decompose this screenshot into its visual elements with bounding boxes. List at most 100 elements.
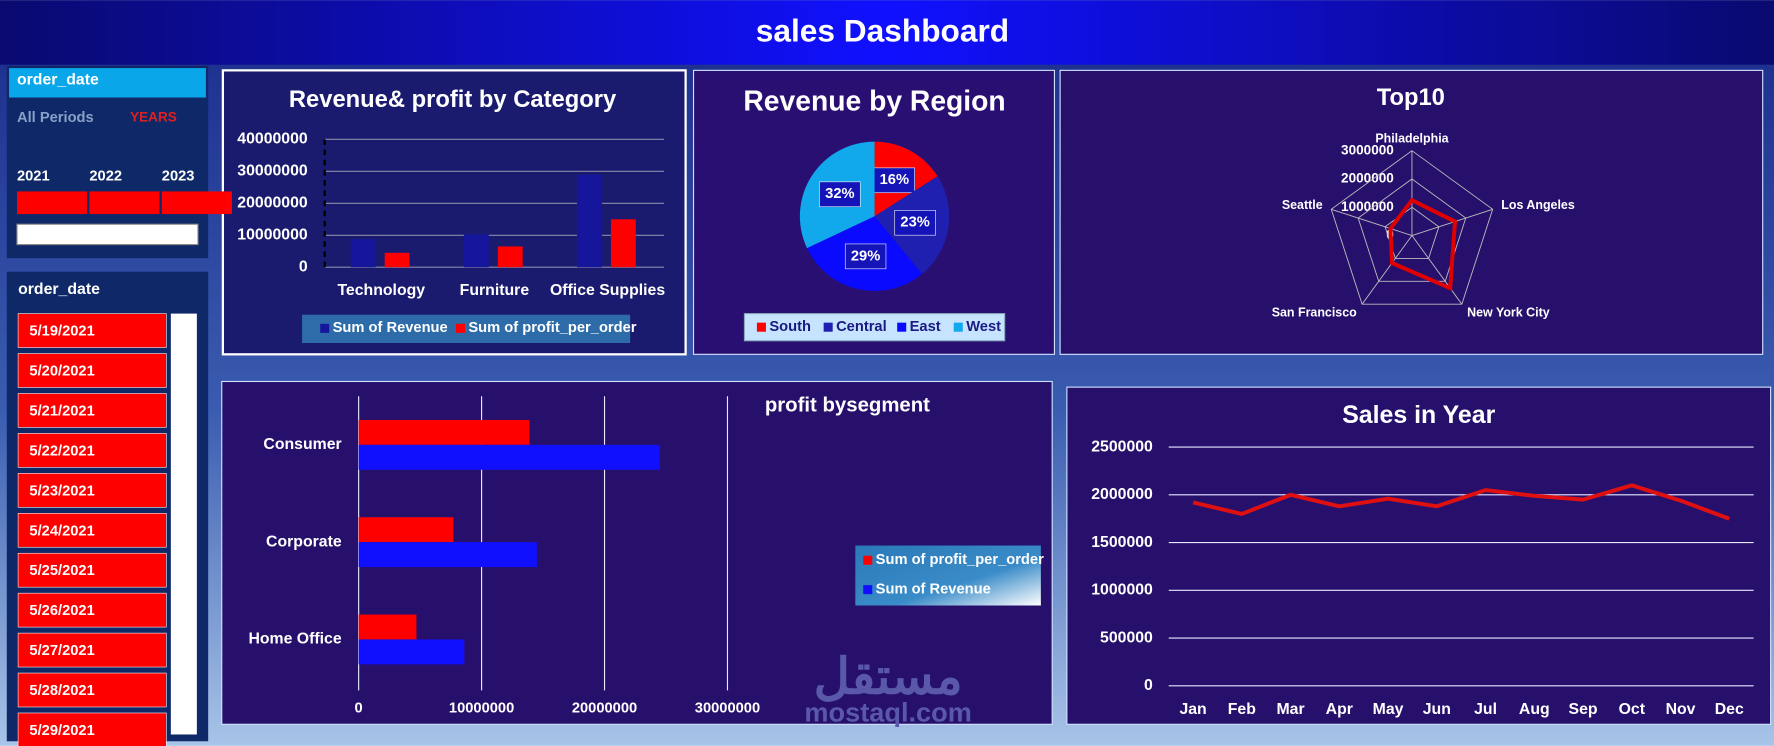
slicer-year: 2022 <box>89 169 122 185</box>
date-item[interactable] <box>17 473 167 508</box>
radar-line <box>1388 197 1458 292</box>
spoke <box>1361 235 1413 305</box>
bar <box>358 517 454 543</box>
line <box>1192 483 1730 521</box>
year-bar[interactable] <box>89 191 160 215</box>
category-label: Los Angeles <box>1501 198 1575 212</box>
r-tick-label: 2000000 <box>1341 171 1394 186</box>
x-tick-label: Dec <box>1715 701 1744 718</box>
slicer-title: order_date <box>18 281 100 298</box>
watermark: مستقل <box>814 648 963 704</box>
date-item[interactable] <box>17 513 167 548</box>
date-item-label: 5/22/2021 <box>29 443 94 459</box>
y-tick-label: 500000 <box>1100 629 1153 646</box>
r-tick-label: 1000000 <box>1341 199 1394 214</box>
category-label: San Francisco <box>1272 306 1357 320</box>
date-item-label: 5/27/2021 <box>29 643 94 659</box>
legend-label: West <box>966 319 1001 335</box>
scrollbar[interactable] <box>170 313 197 735</box>
dashboard-title: sales Dashboard <box>756 12 1009 48</box>
bar <box>610 219 636 268</box>
panel <box>221 69 687 356</box>
slicer-title: order_date <box>17 72 99 89</box>
date-item-label: 5/28/2021 <box>29 683 94 699</box>
bar <box>358 444 660 470</box>
label-box <box>844 243 887 270</box>
date-item[interactable] <box>17 353 167 388</box>
x-tick-label: May <box>1373 701 1404 718</box>
label-box <box>819 181 861 208</box>
x-tick-label: Furniture <box>460 282 530 299</box>
watermark: mostaql.com <box>804 696 971 727</box>
date-item-label: 5/19/2021 <box>29 324 94 340</box>
legend-box <box>855 545 1041 606</box>
date-item-label: 5/26/2021 <box>29 603 94 619</box>
x-tick-label: Jun <box>1423 701 1451 718</box>
legend-marker <box>756 322 766 332</box>
slicer-year: 2023 <box>162 169 195 185</box>
y-tick-label: 30000000 <box>237 163 308 180</box>
chart-title: Sales in Year <box>1342 401 1495 429</box>
data-label: 29% <box>851 248 880 264</box>
chart-title: Revenue& profit by Category <box>289 86 617 113</box>
legend-box <box>302 314 631 344</box>
date-item-label: 5/25/2021 <box>29 563 94 579</box>
scrollbar[interactable] <box>16 223 199 246</box>
date-item-label: 5/23/2021 <box>29 483 94 499</box>
date-item-label: 5/21/2021 <box>29 403 94 419</box>
panel <box>1066 386 1772 725</box>
date-item[interactable] <box>17 712 167 746</box>
x-tick-label: Jan <box>1179 701 1206 718</box>
date-item[interactable] <box>17 592 167 628</box>
chart-title: profit bysegment <box>765 395 930 417</box>
legend-label: Sum of profit_per_order <box>876 552 1044 568</box>
bar <box>358 614 417 640</box>
legend-marker <box>823 322 833 332</box>
date-item-label: 5/29/2021 <box>29 723 94 739</box>
legend-label: East <box>910 319 941 335</box>
bar <box>463 234 489 268</box>
date-item[interactable] <box>17 632 167 668</box>
r-tick-label: 3000000 <box>1341 142 1394 157</box>
year-bar[interactable] <box>16 191 88 215</box>
y-tick-label: 0 <box>299 258 308 275</box>
bar <box>358 419 530 445</box>
y-tick-label: Corporate <box>266 533 342 550</box>
spoke <box>1331 208 1413 236</box>
date-item[interactable] <box>17 313 167 348</box>
grid-ring <box>1330 150 1494 305</box>
y-tick-label: 0 <box>1144 677 1153 694</box>
bar <box>358 542 537 568</box>
label-box <box>894 210 936 236</box>
slicer-level: YEARS <box>130 109 177 124</box>
date-item[interactable] <box>17 433 167 468</box>
bar <box>358 639 465 665</box>
bar <box>577 174 602 268</box>
chart-title: Top10 <box>1377 84 1445 111</box>
x-tick-label: 0 <box>355 700 363 716</box>
data-label: 23% <box>900 215 929 231</box>
x-tick-label: 20000000 <box>572 700 637 716</box>
bar <box>350 239 376 268</box>
y-tick-label: 2500000 <box>1091 438 1153 455</box>
category-label: Seattle <box>1282 198 1323 212</box>
y-tick-label: 2000000 <box>1091 486 1153 503</box>
x-tick-label: Office Supplies <box>550 282 665 299</box>
year-bar[interactable] <box>161 191 232 215</box>
legend-marker <box>863 555 873 565</box>
date-item[interactable] <box>17 552 167 588</box>
legend-label: South <box>769 319 811 335</box>
x-tick-label: Mar <box>1276 701 1304 718</box>
x-tick-label: Nov <box>1666 701 1696 718</box>
x-tick-label: 30000000 <box>695 700 760 716</box>
data-label: 16% <box>880 172 909 188</box>
y-tick-label: 1500000 <box>1091 534 1153 551</box>
date-item[interactable] <box>17 393 167 428</box>
x-tick-label: Oct <box>1619 701 1646 718</box>
date-item-label: 5/20/2021 <box>29 364 94 380</box>
category-label: New York City <box>1467 306 1550 320</box>
legend-marker <box>953 322 963 332</box>
date-item[interactable] <box>17 672 167 708</box>
legend-label: Sum of profit_per_order <box>468 320 636 336</box>
